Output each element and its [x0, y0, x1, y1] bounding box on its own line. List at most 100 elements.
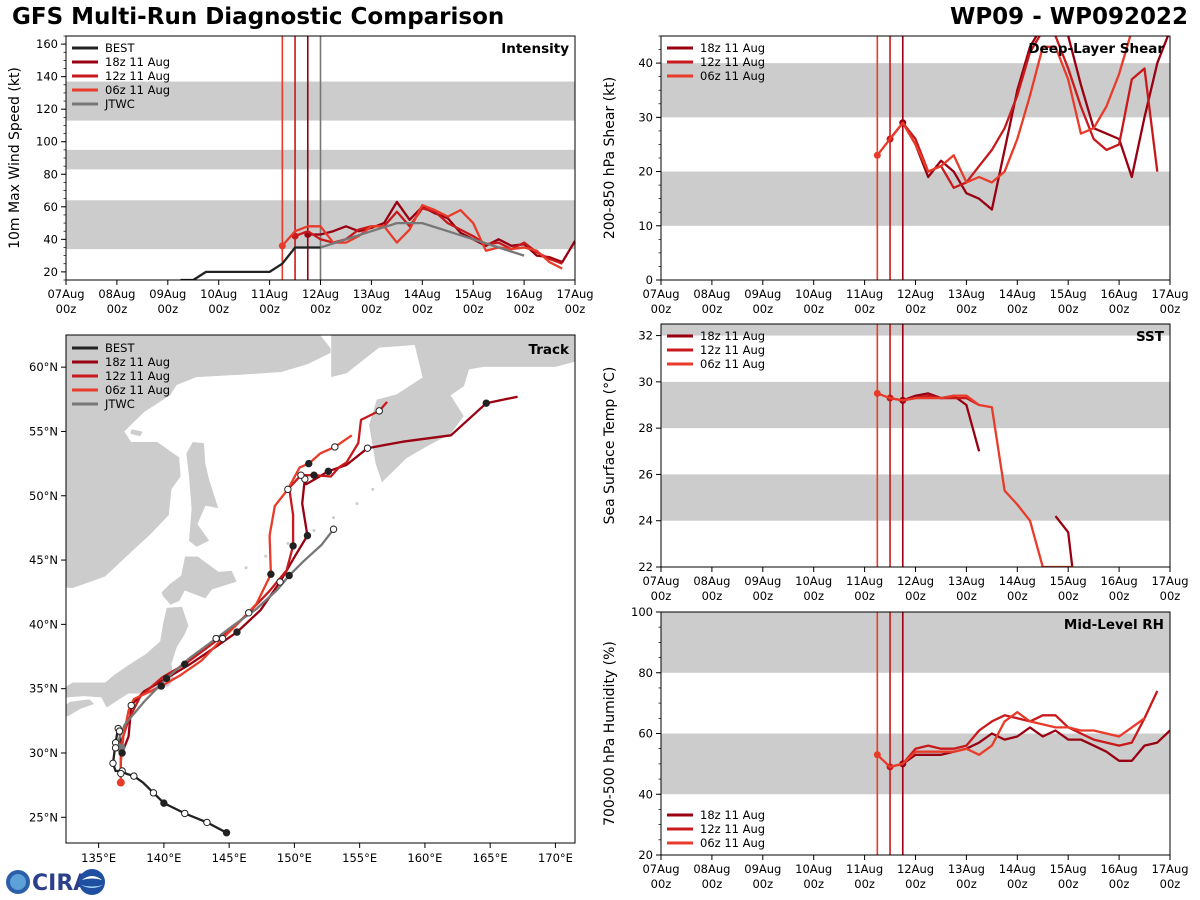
x-tick-label-day: 16Aug	[506, 287, 543, 301]
land-shantar	[129, 428, 144, 437]
legend-label: BEST	[105, 341, 135, 355]
legend-label: 06z 11 Aug	[700, 69, 765, 83]
land-kuril-island	[332, 516, 336, 520]
shaded-band	[661, 733, 1170, 795]
cira-logo: CIRA	[6, 869, 105, 896]
lat-tick-label: 55°N	[29, 424, 58, 438]
y-tick-label: 80	[638, 666, 653, 680]
track-marker	[482, 399, 490, 407]
panel-track: 25°N 30°N 35°N 40°N 45°N 50°N 55°N 60°N 135°E 140…	[0, 334, 576, 865]
bands	[661, 612, 1170, 795]
lon-tick-label: 165°E	[473, 851, 508, 865]
x-tick-label-day: 16Aug	[1101, 862, 1138, 876]
track-marker-best	[149, 789, 158, 797]
lat-tick-label: 25°N	[29, 810, 58, 824]
y-tick-label: 20	[638, 848, 653, 862]
series-line-06z-11-Aug	[876, 711, 1146, 769]
legend-label: JTWC	[104, 397, 135, 411]
track-marker	[117, 769, 125, 778]
track-marker	[289, 542, 297, 550]
x-tick-label-hour: 00z	[412, 302, 433, 316]
x-tick-label-day: 09Aug	[149, 287, 186, 301]
x-tick-label-hour: 00z	[905, 302, 926, 316]
x-tick-label-hour: 00z	[1007, 877, 1028, 891]
land-korea	[0, 587, 60, 696]
track-line-JTWC	[114, 528, 335, 749]
lon-tick-label: 170°E	[538, 851, 573, 865]
lon-tick-label: 145°E	[212, 851, 247, 865]
land-kamchatka	[330, 335, 575, 484]
x-tick-label-hour: 00z	[1058, 877, 1079, 891]
panel-title: Deep-Layer Shear	[1028, 41, 1164, 57]
storm-id: WP09 - WP092022	[949, 4, 1188, 30]
x-tick-label-hour: 00z	[259, 302, 280, 316]
x-tick-label-day: 11Aug	[846, 574, 883, 588]
series	[873, 389, 1074, 567]
lat-tick-label: 35°N	[29, 682, 58, 696]
legend-label: 06z 11 Aug	[105, 383, 170, 397]
land-shikoku	[66, 698, 96, 718]
x-tick-label-hour: 00z	[905, 877, 926, 891]
track-marker-best	[203, 818, 211, 827]
x-tick-label-day: 15Aug	[1050, 287, 1087, 301]
series-line-06z-11-Aug	[876, 36, 1132, 184]
track-marker	[118, 749, 126, 757]
series-line-06z-11-Aug	[281, 204, 563, 270]
panel-title: Intensity	[501, 41, 569, 57]
y-tick-label: 26	[638, 467, 653, 481]
y-axis: 0 10 20 30 40	[638, 35, 661, 287]
track-marker	[310, 471, 318, 479]
x-tick-label-day: 11Aug	[846, 287, 883, 301]
shaded-band	[661, 381, 1170, 429]
y-tick-label: 160	[36, 37, 58, 51]
lon-axis: 135°E 140°E 145°E 150°E 155°E 160°E 165°E 170°E	[81, 843, 573, 865]
lon-tick-label: 155°E	[342, 851, 377, 865]
legend-label: 12z 11 Aug	[105, 369, 170, 383]
series-start-marker	[873, 151, 881, 159]
y-axis-label: 10m Max Wind Speed (kt)	[7, 67, 23, 249]
x-tick-label-day: 08Aug	[693, 287, 730, 301]
y-tick-label: 10	[638, 219, 653, 233]
track-marker	[162, 674, 171, 683]
x-tick-label-hour: 00z	[157, 302, 178, 316]
series-start-marker	[873, 751, 881, 759]
map-frame	[65, 334, 576, 844]
x-tick-label-day: 15Aug	[1050, 862, 1087, 876]
x-tick-label-day: 07Aug	[642, 862, 679, 876]
x-tick-label-day: 14Aug	[999, 574, 1036, 588]
x-tick-label-hour: 00z	[956, 877, 977, 891]
track-marker	[285, 571, 293, 580]
panel-title: Mid-Level RH	[1064, 617, 1164, 633]
y-axis-label: Sea Surface Temp (°C)	[602, 367, 618, 525]
x-tick-label-day: 09Aug	[744, 862, 781, 876]
track-marker	[303, 531, 312, 540]
x-tick-label-day: 12Aug	[897, 574, 934, 588]
x-tick-label-hour: 00z	[702, 877, 723, 891]
series	[873, 36, 1170, 211]
y-tick-label: 30	[638, 375, 653, 389]
x-tick-label-hour: 00z	[752, 589, 773, 603]
shaded-band	[661, 324, 1170, 336]
land-hokkaido	[160, 555, 238, 606]
panel-shear: 01020304007Aug00z08Aug00z09Aug00z10Aug00…	[602, 35, 1189, 316]
track-marker-best	[109, 759, 117, 767]
land-masses	[0, 335, 575, 718]
x-tick-label-day: 13Aug	[948, 862, 985, 876]
x-tick-label-hour: 00z	[1058, 302, 1079, 316]
panel-title: Track	[529, 342, 570, 358]
track-marker	[111, 744, 120, 752]
legend-label: 06z 11 Aug	[700, 357, 765, 371]
x-tick-label-hour: 00z	[208, 302, 229, 316]
track-marker	[267, 570, 275, 578]
lat-tick-label: 30°N	[29, 746, 58, 760]
x-tick-label-hour: 00z	[1109, 877, 1130, 891]
track-marker	[284, 485, 292, 494]
lon-tick-label: 135°E	[81, 851, 116, 865]
track-marker	[157, 682, 165, 690]
x-tick-label-hour: 00z	[803, 302, 824, 316]
y-tick-label: 100	[36, 135, 58, 149]
track-line-18z-11-Aug	[116, 395, 518, 755]
panel-rh: 2040608010007Aug00z08Aug00z09Aug00z10Aug…	[602, 605, 1189, 891]
